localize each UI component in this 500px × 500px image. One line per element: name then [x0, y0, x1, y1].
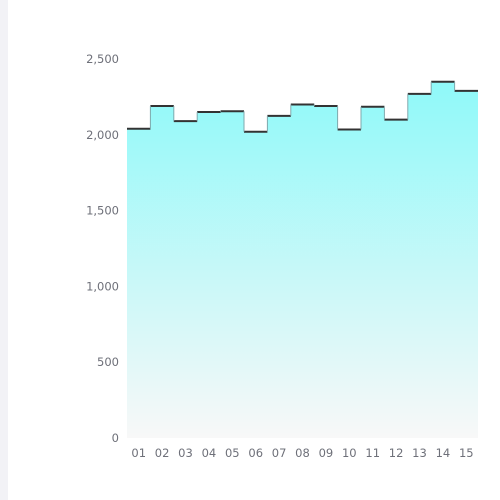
x-tick-label: 03	[178, 446, 193, 460]
x-tick-label: 10	[342, 446, 357, 460]
y-tick-label: 2,000	[86, 128, 119, 142]
x-tick-label: 05	[225, 446, 240, 460]
x-tick-label: 11	[365, 446, 380, 460]
line-layer	[127, 80, 478, 133]
x-tick-label: 12	[389, 446, 404, 460]
x-tick-label: 15	[459, 446, 474, 460]
area-fill	[127, 81, 478, 439]
x-tick-label: 02	[155, 446, 170, 460]
left-strip	[0, 0, 8, 500]
x-tick-label: 13	[412, 446, 427, 460]
x-tick-label: 09	[319, 446, 334, 460]
x-tick-label: 04	[202, 446, 217, 460]
y-axis-labels: 0 500 1,000 1,500 2,000 2,500	[86, 52, 119, 445]
x-tick-label: 06	[248, 446, 263, 460]
x-tick-label: 14	[436, 446, 451, 460]
x-axis-labels: 01 02 03 04 05 06 07 08 09 10 11 12 13 14 15	[131, 446, 473, 460]
x-tick-label: 07	[272, 446, 287, 460]
y-tick-label: 0	[112, 431, 119, 445]
y-tick-label: 2,500	[86, 52, 119, 66]
x-tick-label: 08	[295, 446, 310, 460]
area-layer	[127, 81, 478, 439]
y-tick-label: 1,500	[86, 204, 119, 218]
x-tick-label: 01	[131, 446, 146, 460]
y-tick-label: 500	[97, 355, 119, 369]
y-tick-label: 1,000	[86, 279, 119, 293]
